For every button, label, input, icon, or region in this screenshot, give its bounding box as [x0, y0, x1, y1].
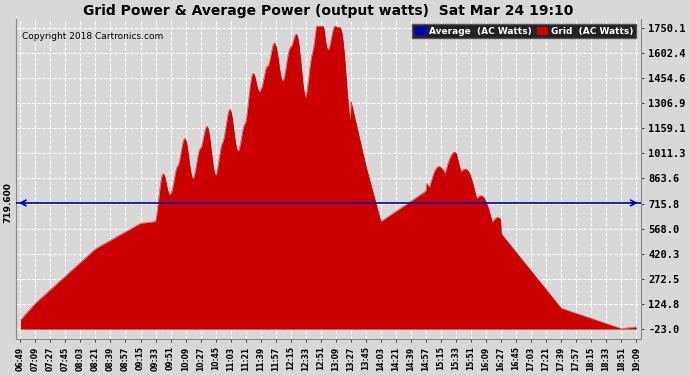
Text: Copyright 2018 Cartronics.com: Copyright 2018 Cartronics.com: [22, 32, 164, 41]
Legend: Average  (AC Watts), Grid  (AC Watts): Average (AC Watts), Grid (AC Watts): [412, 24, 636, 38]
Text: 719.600: 719.600: [3, 183, 12, 224]
Title: Grid Power & Average Power (output watts)  Sat Mar 24 19:10: Grid Power & Average Power (output watts…: [83, 4, 573, 18]
